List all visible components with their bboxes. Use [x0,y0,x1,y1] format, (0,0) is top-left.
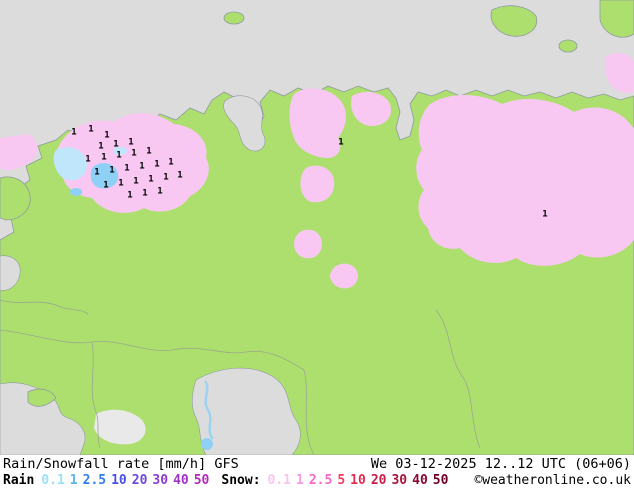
precip-value-marker: 1 [177,170,183,181]
map-title: Rain/Snowfall rate [mm/h] GFS [3,456,239,472]
snow-area [289,88,346,158]
precip-value-marker: 1 [542,209,548,220]
rain-legend-values: 0.1 1 2.5 10 20 30 40 50 [41,473,209,489]
island-patch [558,39,578,53]
rain-legend-value: 1 [69,473,78,488]
map-datetime: We 03-12-2025 12..12 UTC (06+06) [370,456,631,472]
rain-legend-value: 50 [193,473,210,488]
precip-value-marker: 1 [101,152,107,163]
rain-area [113,147,127,155]
snow-area [351,91,392,126]
baltic-sea [0,255,21,291]
rain-legend-label: Rain [3,473,35,488]
snow-legend-value: 10 [350,473,366,488]
snow-legend-value: 50 [432,473,449,488]
legend-scale-row: Rain 0.1 1 2.5 10 20 30 40 50 Snow: 0.1 1 2.5 5 10 2… [3,473,631,489]
precip-value-marker: 1 [168,157,174,168]
country-border [303,369,315,455]
rain-legend-value: 40 [173,473,189,488]
rain-area [70,188,82,196]
black-sea [0,382,86,455]
legend-bar: Rain/Snowfall rate [mm/h] GFS We 03-12-2… [0,455,634,490]
precip-value-marker: 1 [154,159,160,170]
copyright: ©weatheronline.co.uk [474,473,631,488]
snow-legend-value: 30 [391,473,408,488]
precip-value-marker: 1 [338,137,344,148]
precip-value-marker: 1 [118,178,124,189]
snow-area [0,134,38,170]
precip-value-marker: 1 [85,154,91,165]
precip-value-marker: 1 [139,161,145,172]
snow-legend-value: 2.5 [308,473,333,488]
precip-value-marker: 1 [133,176,139,187]
country-border [91,341,101,449]
country-border [0,299,89,315]
snow-legend-values: 0.1 1 2.5 5 10 20 30 40 50 [268,473,449,489]
snow-area [55,113,209,213]
island-patch [490,5,538,37]
snow-legend-value: 20 [370,473,387,488]
precip-value-marker: 1 [104,130,110,141]
country-border [0,329,305,371]
precip-value-marker: 1 [124,163,130,174]
precip-value-marker: 1 [148,174,154,185]
snow-area [330,263,358,289]
precip-value-marker: 1 [109,165,115,176]
snow-area [416,94,634,266]
white-sea [223,95,266,152]
rain-area [90,163,119,189]
scandinavia-patch [0,176,31,221]
snow-legend-value: 40 [412,473,428,488]
precip-value-marker: 1 [88,124,94,135]
snow-legend-value: 1 [296,473,304,488]
precip-value-marker: 1 [128,137,134,148]
precip-value-marker: 1 [146,146,152,157]
rain-legend-value: 20 [131,473,148,488]
rain-legend-value: 0.1 [41,473,65,488]
precip-value-marker: 1 [113,139,119,150]
precip-value-marker: 1 [98,141,104,152]
rain-legend-value: 10 [111,473,127,488]
crimea-peninsula [27,388,57,407]
precip-value-marker: 1 [103,180,109,191]
country-border [435,309,481,449]
rain-legend-value: 30 [152,473,169,488]
precip-value-marker: 1 [131,148,137,159]
snow-legend-value: 0.1 [267,473,292,488]
snow-legend-value: 5 [337,473,346,488]
precip-value-marker: 1 [142,188,148,199]
snow-area [606,53,634,94]
river-delta [201,438,213,450]
caspian-lowland [191,367,301,455]
precip-value-marker: 1 [163,172,169,183]
volga-river [204,380,214,440]
map-graphic [0,0,634,455]
precip-value-marker: 1 [127,190,133,201]
legend-title-row: Rain/Snowfall rate [mm/h] GFS We 03-12-2… [3,456,631,473]
precip-value-marker: 1 [71,127,77,138]
snow-legend-label: Snow: [221,473,261,488]
precip-value-marker: 1 [157,186,163,197]
caucasus-highland [94,409,146,445]
snow-area [294,229,322,259]
precip-value-marker: 1 [116,150,122,161]
island-patch [223,11,245,25]
snow-area [300,165,335,203]
rain-legend-value: 2.5 [82,473,107,488]
rain-area [53,147,87,181]
precip-value-marker: 1 [94,167,100,178]
